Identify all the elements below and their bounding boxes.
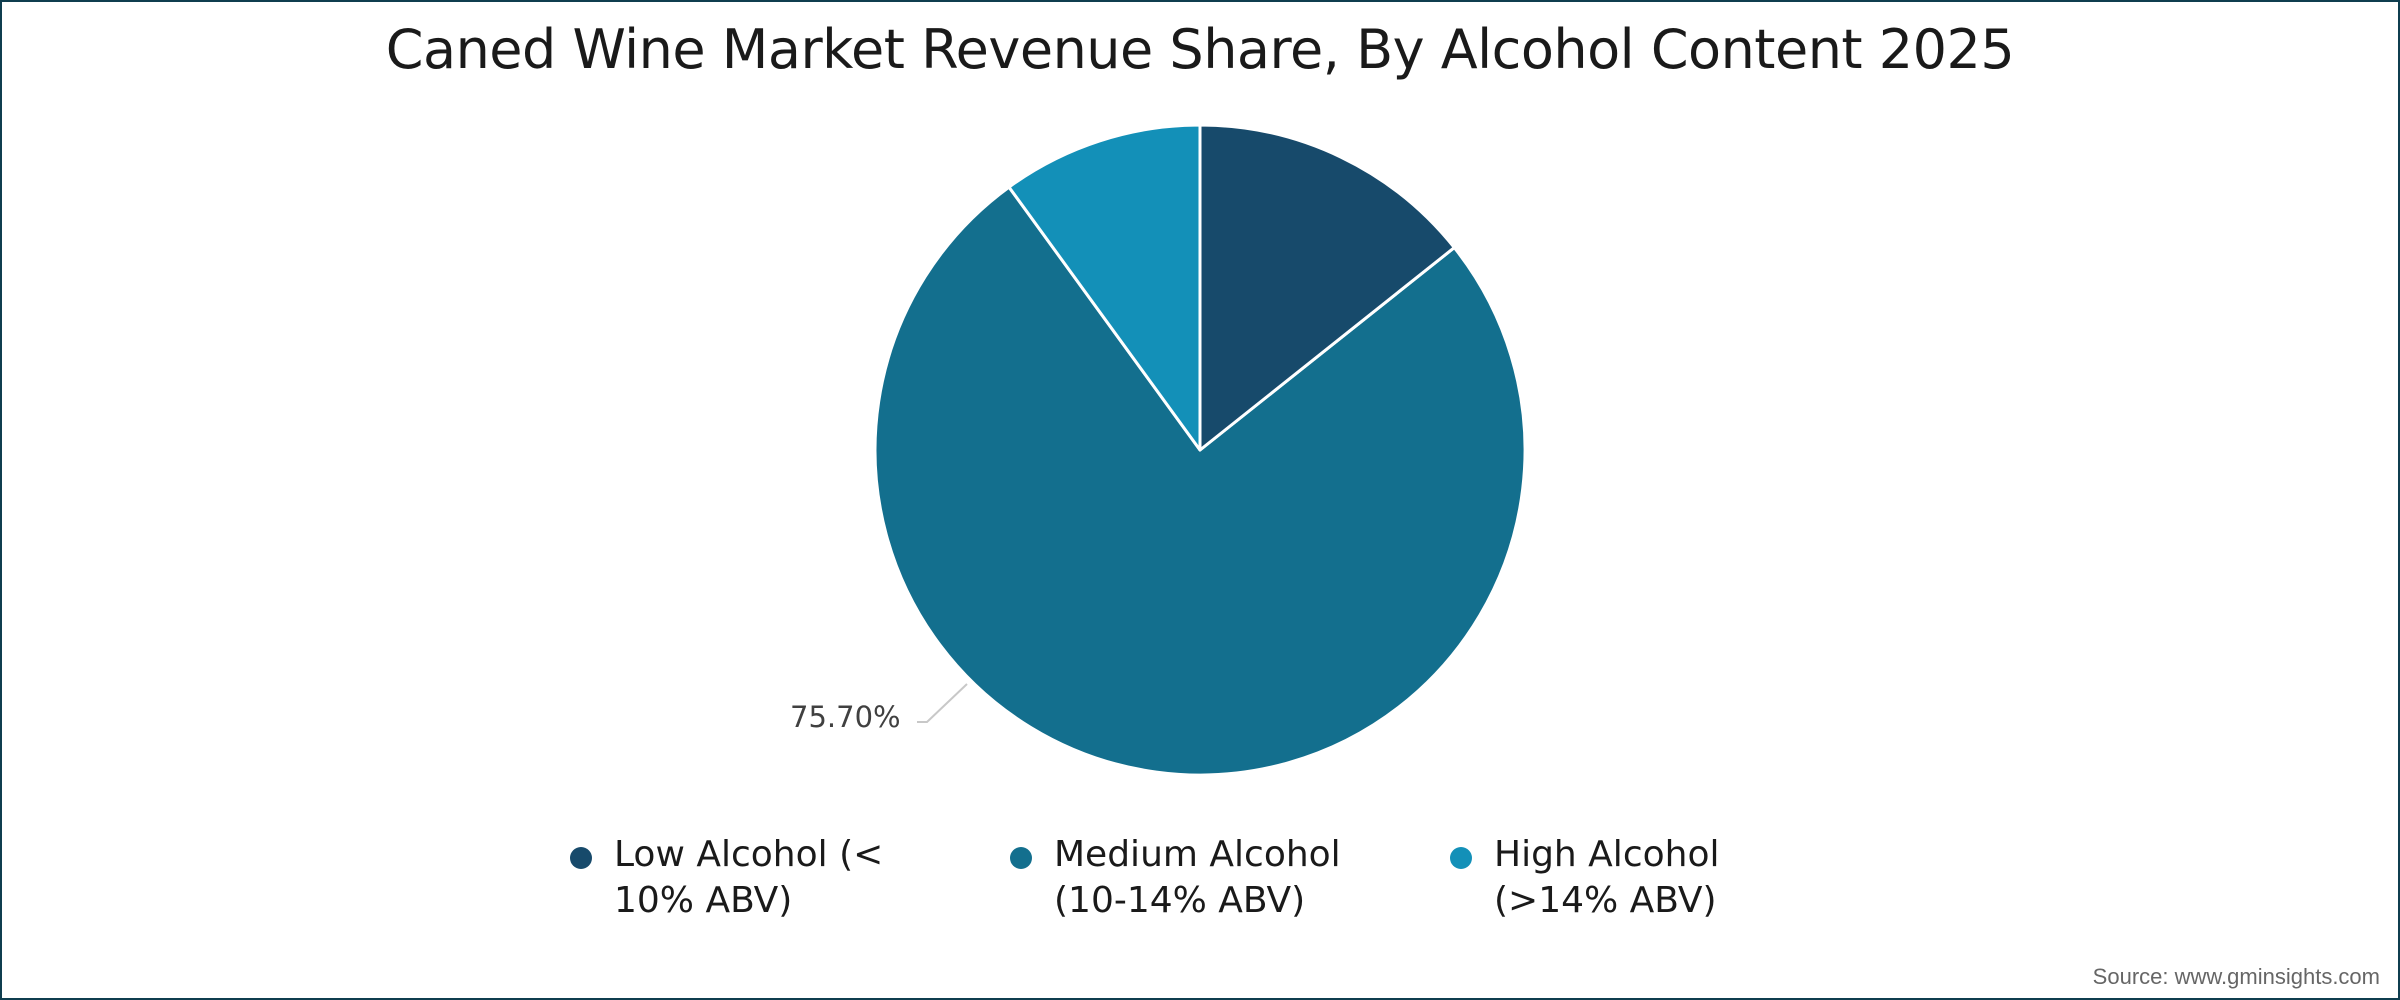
legend-item-low[interactable]: Low Alcohol (< 10% ABV) bbox=[570, 832, 914, 924]
legend-item-medium[interactable]: Medium Alcohol (10-14% ABV) bbox=[1010, 832, 1354, 924]
legend-label: Low Alcohol (< 10% ABV) bbox=[614, 832, 914, 924]
legend-label-line2: (10-14% ABV) bbox=[1054, 880, 1306, 921]
legend-label: High Alcohol (>14% ABV) bbox=[1494, 832, 1794, 924]
pie-slice-low[interactable] bbox=[1198, 123, 1456, 452]
legend-label-line1: Medium Alcohol bbox=[1054, 834, 1341, 875]
legend-label-line2: (>14% ABV) bbox=[1494, 880, 1717, 921]
legend-item-high[interactable]: High Alcohol (>14% ABV) bbox=[1450, 832, 1794, 924]
source-credit: Source: www.gminsights.com bbox=[2092, 964, 2380, 989]
legend-label-line1: High Alcohol bbox=[1494, 834, 1720, 875]
pie-slice-high[interactable] bbox=[1007, 123, 1202, 452]
legend-label-line2: 10% ABV) bbox=[614, 880, 793, 921]
pie-slice-medium[interactable] bbox=[873, 185, 1527, 777]
data-label-medium: 75.70% bbox=[790, 700, 901, 734]
legend-dot-icon bbox=[1450, 847, 1472, 869]
chart-title: Caned Wine Market Revenue Share, By Alco… bbox=[385, 18, 2015, 81]
legend-dot-icon bbox=[570, 847, 592, 869]
legend-label-line1: Low Alcohol (< bbox=[614, 834, 884, 875]
legend-label: Medium Alcohol (10-14% ABV) bbox=[1054, 832, 1354, 924]
legend-dot-icon bbox=[1010, 847, 1032, 869]
data-label-leader-line bbox=[917, 683, 968, 723]
